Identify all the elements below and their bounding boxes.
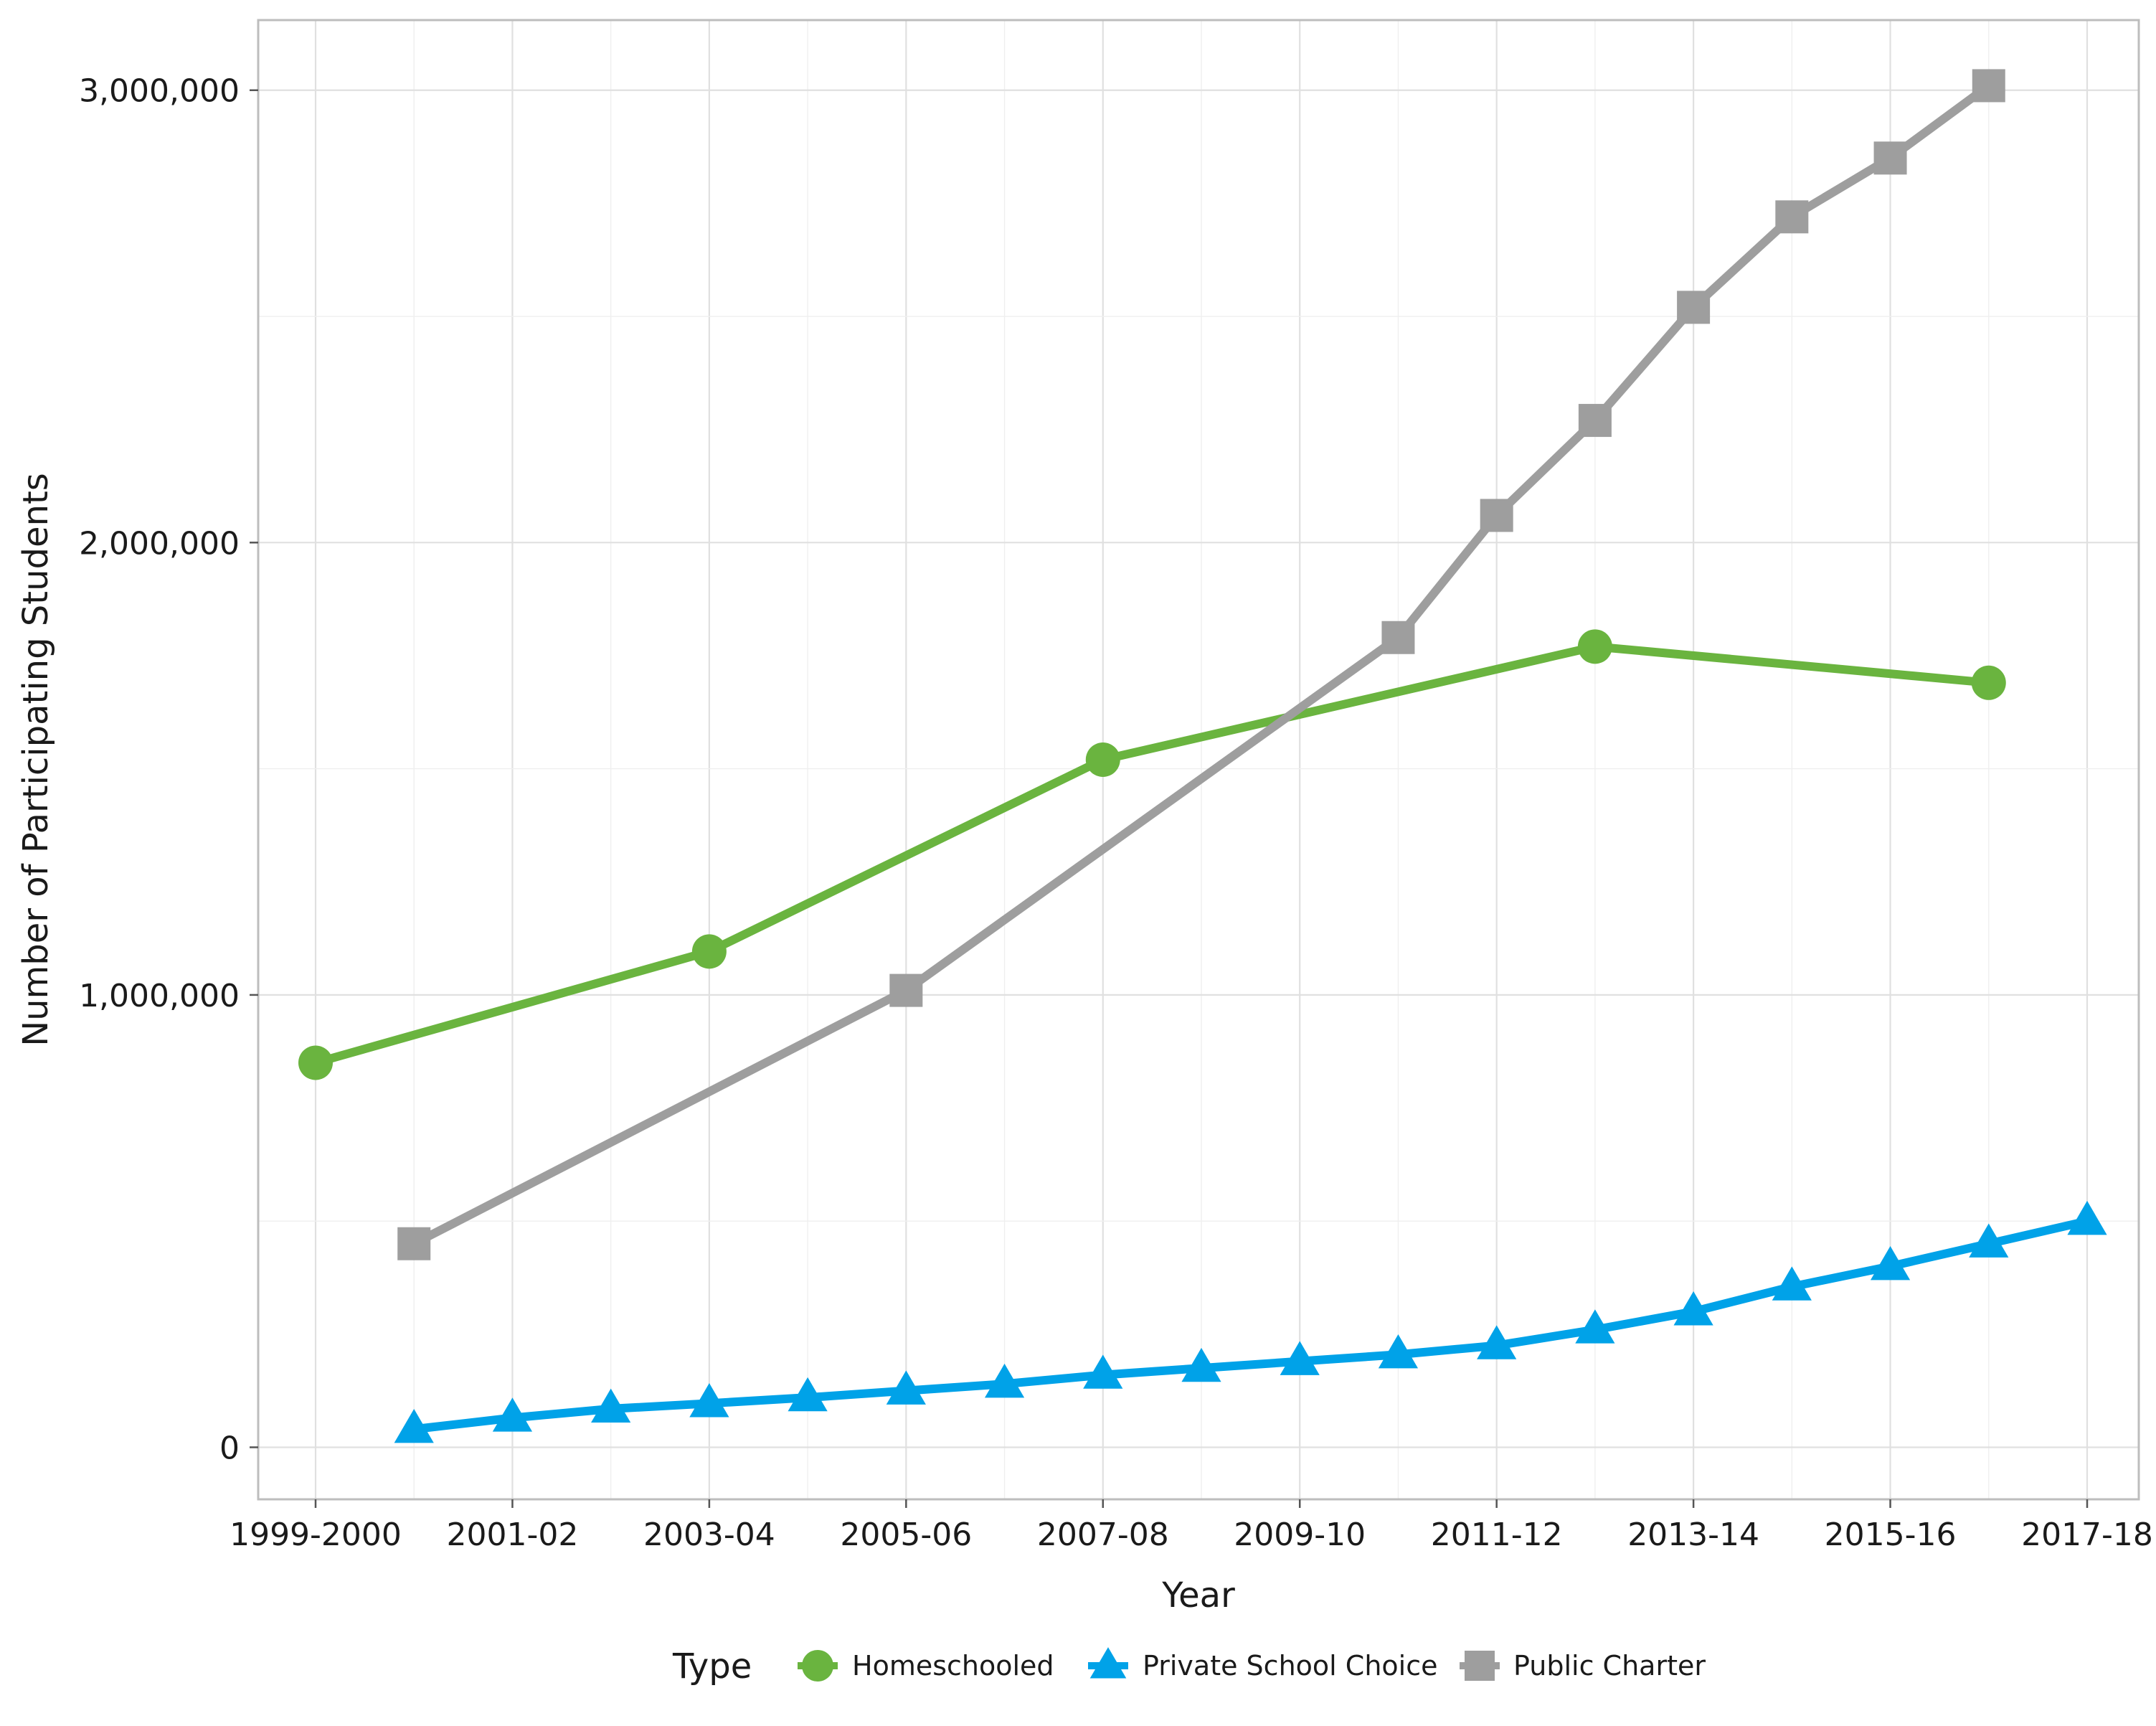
data-point [889, 973, 923, 1007]
data-point [1181, 1347, 1221, 1382]
data-point [1870, 1245, 1911, 1281]
data-point [1873, 141, 1907, 175]
data-point [1972, 69, 2005, 103]
data-point [1775, 200, 1809, 234]
series-layer [298, 69, 2107, 1443]
y-axis-title: Number of Participating Students [16, 473, 56, 1047]
data-point [591, 1388, 631, 1423]
data-point [1083, 1354, 1123, 1389]
series-homeschooled [298, 629, 2006, 1080]
x-tick-label: 2017-18 [2021, 1517, 2153, 1553]
data-point [689, 1383, 729, 1418]
data-point [1378, 1334, 1419, 1369]
legend-item: Public Charter [1460, 1650, 1706, 1682]
y-tick-label: 1,000,000 [79, 978, 240, 1014]
legend-key-marker [1089, 1647, 1127, 1679]
legend-title: Type [672, 1646, 752, 1687]
data-point [298, 1045, 333, 1080]
x-tick-label: 2013-14 [1627, 1517, 1759, 1553]
series-line [410, 1217, 2091, 1434]
data-point [1772, 1266, 1812, 1301]
y-tick-label: 0 [219, 1430, 240, 1466]
data-point [1577, 629, 1612, 664]
y-axis: 0 1,000,000 2,000,000 3,000,000 [79, 73, 258, 1466]
x-axis-title: Year [1161, 1575, 1235, 1616]
data-point [394, 1408, 434, 1443]
data-point [1575, 1309, 1615, 1344]
legend-label: Homeschooled [852, 1650, 1054, 1682]
x-axis: 1999-2000 2001-02 2003-04 2005-06 2007-08 200… [230, 1499, 2153, 1553]
x-tick-label: 2005-06 [840, 1517, 972, 1553]
data-point [691, 934, 727, 969]
data-point [1971, 665, 2006, 700]
legend-item: Private School Choice [1088, 1647, 1438, 1682]
data-point [397, 1227, 431, 1260]
x-tick-label: 2001-02 [447, 1517, 579, 1553]
grid-layer [258, 20, 2139, 1499]
data-point [984, 1363, 1025, 1398]
data-point [886, 1370, 926, 1405]
legend-key-marker [802, 1650, 833, 1682]
data-point [1480, 499, 1513, 532]
data-point [1477, 1325, 1517, 1359]
data-point [1969, 1223, 2009, 1258]
legend: Type Homeschooled Private School Choice Pu… [672, 1646, 1706, 1687]
x-tick-label: 2003-04 [643, 1517, 775, 1553]
series-private-school-choice [394, 1200, 2107, 1443]
data-point [1673, 1291, 1713, 1326]
x-tick-label: 2015-16 [1825, 1517, 1957, 1553]
series-line [311, 642, 1993, 1067]
x-tick-label: 2007-08 [1037, 1517, 1169, 1553]
data-point [788, 1377, 828, 1412]
plot-border [257, 19, 2140, 1501]
data-point [492, 1397, 533, 1432]
data-point [1280, 1341, 1320, 1375]
y-tick-label: 3,000,000 [79, 73, 240, 110]
y-tick-label: 2,000,000 [79, 525, 240, 562]
data-point [1677, 291, 1711, 324]
data-point [1381, 621, 1415, 654]
x-tick-label: 2009-10 [1234, 1517, 1366, 1553]
x-tick-label: 1999-2000 [230, 1517, 402, 1553]
data-point [1085, 742, 1120, 777]
legend-label: Public Charter [1513, 1650, 1706, 1682]
legend-key-marker [1465, 1651, 1495, 1681]
data-point [1578, 404, 1612, 438]
series-public-charter [397, 69, 2005, 1260]
data-point [2067, 1200, 2107, 1235]
legend-item: Homeschooled [798, 1650, 1054, 1682]
x-tick-label: 2011-12 [1431, 1517, 1563, 1553]
legend-label: Private School Choice [1143, 1650, 1438, 1682]
